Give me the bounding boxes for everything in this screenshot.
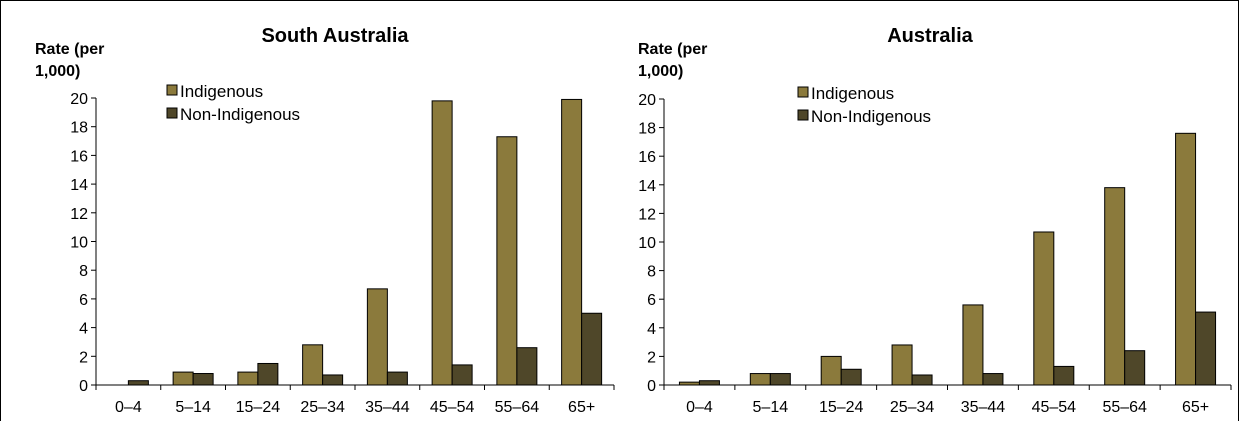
x-tick-label: 0–4 — [115, 399, 142, 416]
x-tick-label: 65+ — [1182, 399, 1209, 416]
y-tick-label: 4 — [647, 321, 656, 338]
bar-indigenous-4 — [962, 304, 984, 386]
legend-item-indigenous: Indigenous — [166, 82, 263, 101]
legend-label-non-indigenous: Non-Indigenous — [180, 105, 300, 124]
y-tick-label: 0 — [79, 378, 88, 395]
y-tick-label: 10 — [638, 235, 656, 252]
legend-item-indigenous: Indigenous — [797, 84, 894, 103]
y-tick-label: 6 — [647, 292, 656, 309]
bar-indigenous-7 — [1175, 132, 1197, 386]
x-tick-label: 5–14 — [753, 399, 789, 416]
legend: Indigenous Non-Indigenous — [166, 82, 300, 124]
y-tick-label: 2 — [79, 349, 88, 366]
y-tick-label: 18 — [70, 120, 88, 137]
y-axis-label-line2: 1,000) — [638, 63, 683, 80]
x-tick-label: 45–54 — [430, 399, 475, 416]
x-tick-label: 25–34 — [300, 399, 345, 416]
y-axis-label-line1: Rate (per — [638, 41, 707, 58]
bar-indigenous-2 — [237, 371, 259, 386]
bar-non-indigenous-0 — [698, 380, 720, 386]
bar-non-indigenous-2 — [840, 368, 862, 386]
legend-label-non-indigenous: Non-Indigenous — [811, 107, 931, 126]
bar-indigenous-7 — [561, 98, 583, 386]
chart-title: Australia — [887, 25, 973, 47]
bar-indigenous-2 — [820, 355, 842, 386]
y-tick-label: 6 — [79, 292, 88, 309]
x-tick-label: 55–64 — [495, 399, 540, 416]
bar-indigenous-3 — [891, 344, 913, 386]
bar-indigenous-3 — [302, 344, 324, 386]
plot-area: 0 2 4 6 8 10 12 14 16 18 20 0–4 5–14 15–24 25–34 35–44 4… — [70, 91, 615, 416]
y-axis-label-line2: 1,000) — [35, 63, 80, 80]
y-tick-label: 8 — [647, 264, 656, 281]
bar-indigenous-4 — [366, 288, 388, 386]
x-tick-label: 15–24 — [819, 399, 864, 416]
y-tick-label: 12 — [638, 206, 656, 223]
bar-non-indigenous-6 — [1124, 350, 1146, 386]
bar-non-indigenous-7 — [581, 312, 603, 386]
legend-item-non-indigenous: Non-Indigenous — [166, 105, 300, 124]
y-tick-label: 10 — [70, 235, 88, 252]
x-tick-label: 35–44 — [961, 399, 1006, 416]
y-axis-label-line1: Rate (per — [35, 41, 104, 58]
bar-non-indigenous-7 — [1195, 311, 1217, 386]
bar-non-indigenous-1 — [192, 373, 214, 386]
legend-label-indigenous: Indigenous — [180, 82, 263, 101]
y-tick-label: 14 — [70, 177, 88, 194]
bar-non-indigenous-5 — [451, 364, 473, 386]
bar-non-indigenous-1 — [769, 373, 791, 386]
x-tick-label: 65+ — [568, 399, 595, 416]
bar-non-indigenous-0 — [127, 380, 149, 386]
legend-swatch-indigenous — [166, 84, 178, 96]
legend-label-indigenous: Indigenous — [811, 84, 894, 103]
y-tick-label: 20 — [70, 91, 88, 108]
bar-indigenous-1 — [749, 373, 771, 386]
legend: Indigenous Non-Indigenous — [797, 84, 931, 126]
y-tick-label: 16 — [638, 149, 656, 166]
x-tick-label: 55–64 — [1102, 399, 1147, 416]
x-tick-label: 25–34 — [890, 399, 935, 416]
bar-non-indigenous-4 — [386, 371, 408, 386]
x-tick-label: 45–54 — [1032, 399, 1077, 416]
bar-indigenous-6 — [496, 136, 518, 386]
bar-non-indigenous-2 — [257, 362, 279, 386]
y-tick-label: 16 — [70, 148, 88, 165]
y-tick-label: 20 — [638, 92, 656, 109]
legend-swatch-indigenous — [797, 86, 809, 98]
bar-non-indigenous-6 — [516, 347, 538, 386]
bar-indigenous-5 — [1033, 231, 1055, 386]
bar-non-indigenous-3 — [911, 374, 933, 386]
legend-swatch-non-indigenous — [166, 107, 178, 119]
y-tick-label: 8 — [79, 263, 88, 280]
bar-non-indigenous-4 — [982, 373, 1004, 386]
y-tick-label: 2 — [647, 349, 656, 366]
bar-non-indigenous-3 — [322, 374, 344, 386]
x-tick-label: 15–24 — [236, 399, 281, 416]
chart-title: South Australia — [261, 25, 409, 47]
y-tick-label: 0 — [647, 378, 656, 395]
bar-indigenous-5 — [431, 100, 453, 386]
bar-indigenous-1 — [172, 371, 194, 386]
bar-indigenous-6 — [1104, 187, 1126, 386]
legend-item-non-indigenous: Non-Indigenous — [797, 107, 931, 126]
y-tick-label: 18 — [638, 121, 656, 138]
x-tick-label: 0–4 — [686, 399, 713, 416]
chart-panel-australia: Australia Rate (per 1,000) Indigenous No… — [638, 25, 1232, 416]
x-tick-label: 35–44 — [365, 399, 410, 416]
y-tick-label: 14 — [638, 178, 656, 195]
y-tick-label: 12 — [70, 206, 88, 223]
plot-area: 0 2 4 6 8 10 12 14 16 18 20 0–4 5–14 15–24 25–34 35–44 4… — [638, 92, 1232, 416]
chart-panel-south-australia: South Australia Rate (per 1,000) Indigen… — [35, 25, 615, 416]
y-tick-label: 4 — [79, 321, 88, 338]
bar-non-indigenous-5 — [1053, 365, 1075, 386]
x-tick-label: 5–14 — [175, 399, 211, 416]
legend-swatch-non-indigenous — [797, 109, 809, 121]
